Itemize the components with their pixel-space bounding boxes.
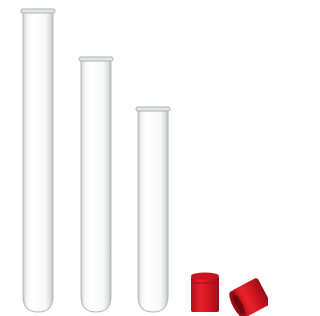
red-cap-tilted [226,277,268,316]
scene [0,0,268,316]
test-tube-short [136,107,170,312]
test-tube-medium [79,57,113,312]
test-tube-tall [21,9,55,312]
red-cap-upright [191,273,219,313]
